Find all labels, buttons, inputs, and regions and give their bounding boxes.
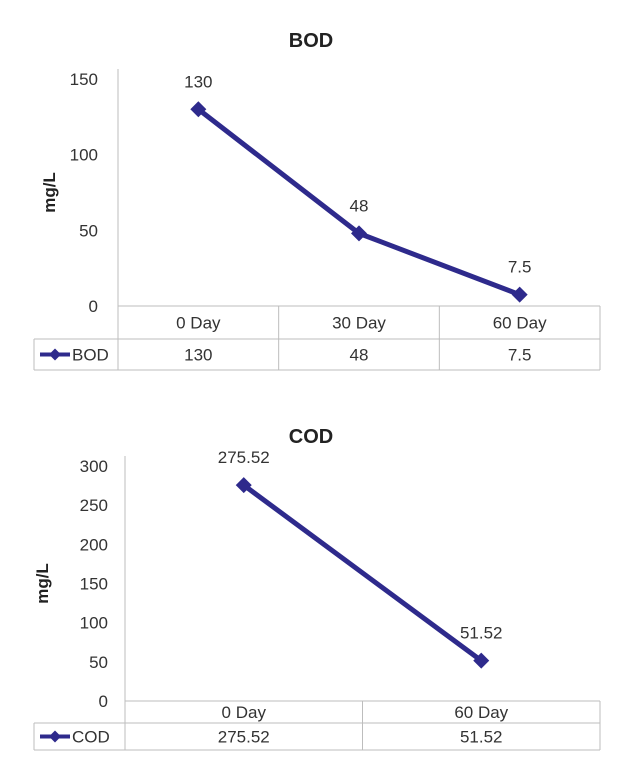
y-tick-label: 200 <box>80 535 108 554</box>
table-cell-value: 48 <box>350 346 369 365</box>
y-tick-label: 150 <box>80 575 108 594</box>
chart-title: BOD <box>289 30 333 52</box>
data-point-marker <box>351 225 367 242</box>
y-axis-label: mg/L <box>33 563 52 604</box>
legend-label: COD <box>72 728 110 747</box>
y-tick-label: 0 <box>99 692 108 711</box>
legend-marker <box>49 348 61 361</box>
y-tick-label: 100 <box>80 614 108 633</box>
table-cell-value: 275.52 <box>218 728 270 747</box>
data-label: 130 <box>184 72 212 91</box>
data-label: 7.5 <box>508 258 532 277</box>
legend-label: BOD <box>72 346 109 365</box>
data-point-marker <box>190 101 207 118</box>
x-tick-label: 30 Day <box>332 314 386 333</box>
x-tick-label: 0 Day <box>176 314 221 333</box>
table-cell-value: 7.5 <box>508 346 532 365</box>
y-tick-label: 300 <box>80 457 108 476</box>
y-tick-label: 150 <box>70 70 98 89</box>
data-label: 51.52 <box>460 624 503 643</box>
y-tick-label: 50 <box>79 221 98 240</box>
y-tick-label: 50 <box>89 653 108 672</box>
bod-chart: BOD mg/L 0 50 100 150 0 Day 30 Day 60 Day BOD 130 4… <box>33 30 601 371</box>
y-axis-label: mg/L <box>40 172 59 213</box>
y-tick-label: 100 <box>70 146 98 165</box>
table-cell-value: 130 <box>184 346 212 365</box>
table-cell-value: 51.52 <box>460 728 503 747</box>
x-tick-label: 60 Day <box>454 703 508 722</box>
chart-title: COD <box>289 426 333 448</box>
x-tick-label: 0 Day <box>222 703 267 722</box>
y-tick-label: 0 <box>89 297 98 316</box>
data-point-marker <box>473 652 490 669</box>
x-tick-label: 60 Day <box>493 314 547 333</box>
y-tick-label: 250 <box>80 496 108 515</box>
series-line <box>242 483 483 663</box>
data-point-marker <box>511 286 528 303</box>
legend-marker <box>49 730 61 743</box>
data-point-marker <box>235 477 252 494</box>
data-label: 48 <box>350 196 369 215</box>
data-label: 275.52 <box>218 448 270 467</box>
cod-chart: COD mg/L 0 50 100 150 200 250 300 0 Day 60 Day COD 2… <box>33 426 601 751</box>
